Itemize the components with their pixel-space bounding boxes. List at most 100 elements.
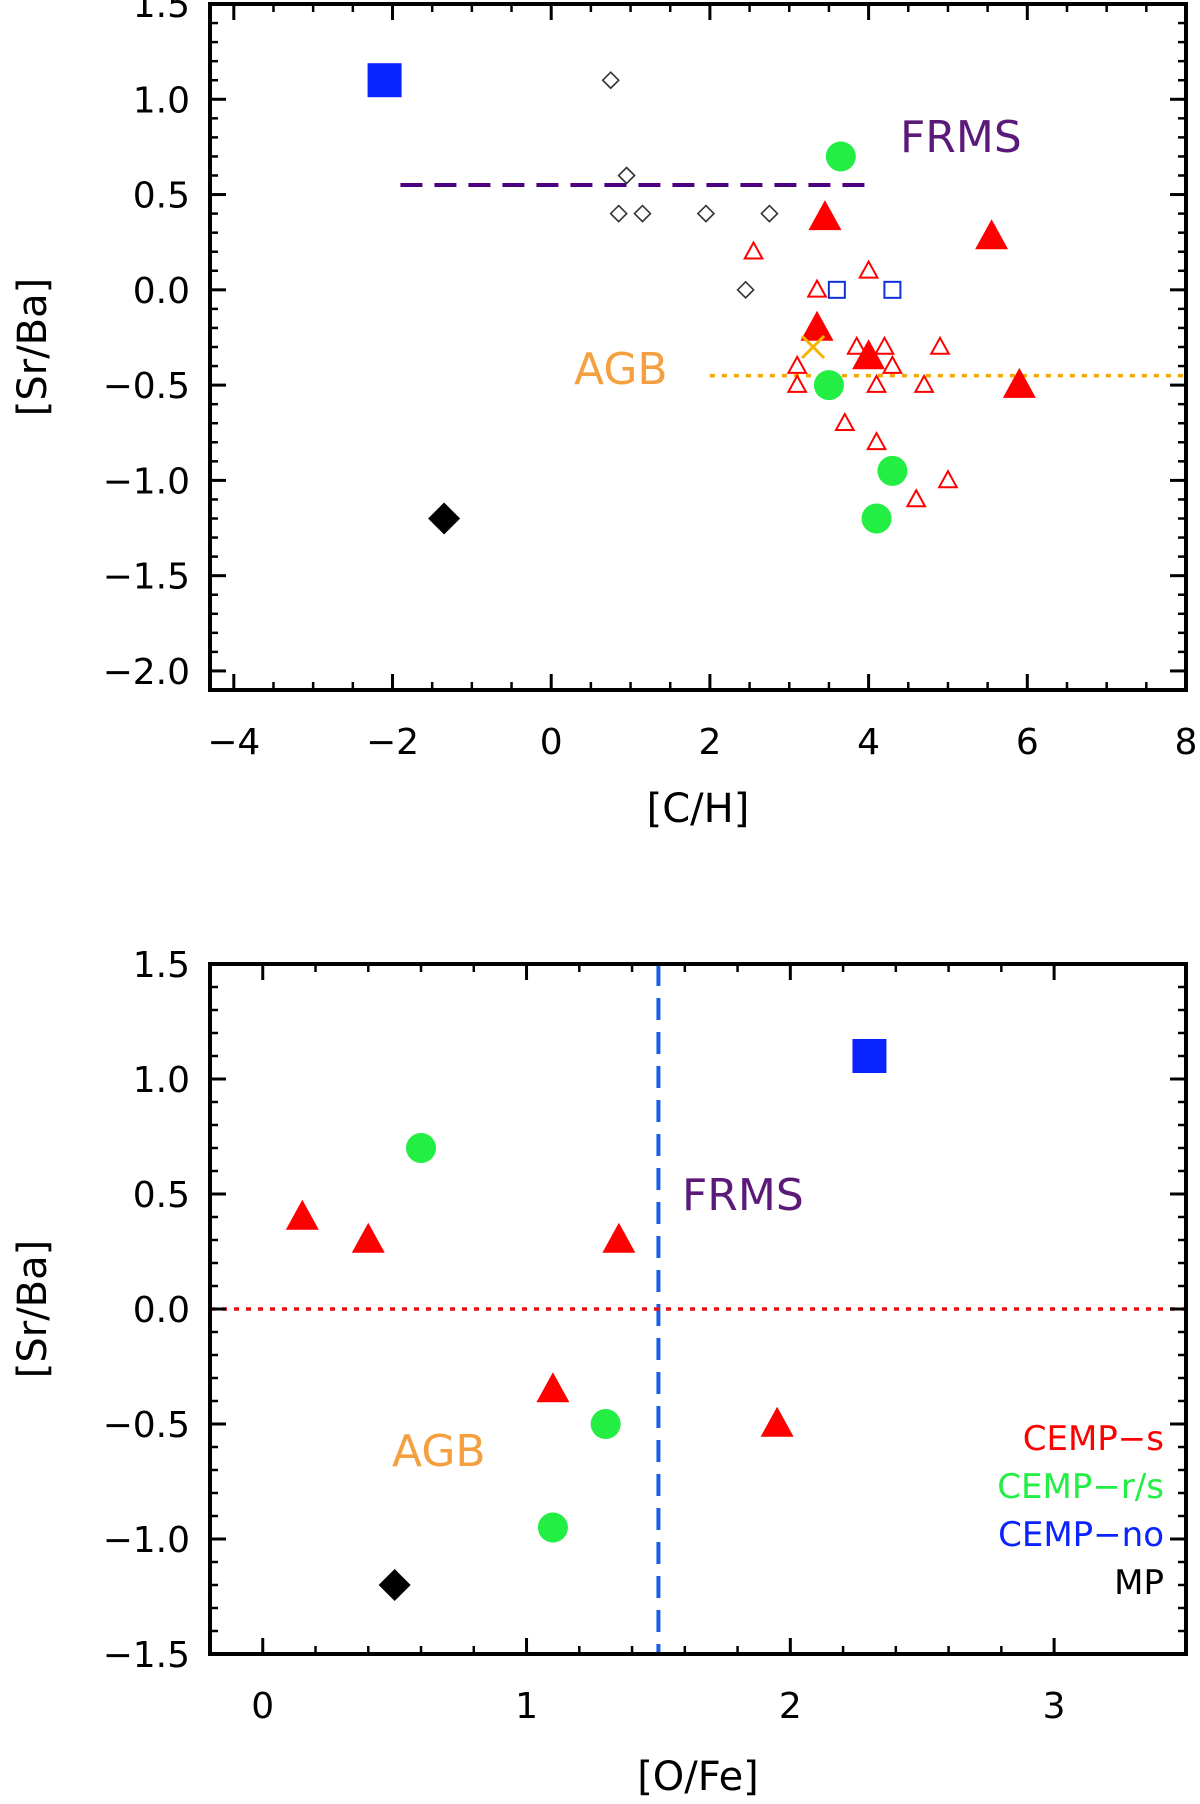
data-point	[877, 455, 908, 486]
data-point	[827, 280, 846, 299]
chart-panel-1: −4 −2 0 2 4 6 8 1.5 1.0 0.5 0.0 −0.5 −1.0 −1.5 −2.0 [C/…	[10, 0, 1197, 832]
data-point	[633, 204, 652, 223]
y-tick-label: −0.5	[103, 1405, 190, 1446]
legend: CEMP−s CEMP−r/s CEMP−no MP	[997, 1419, 1164, 1603]
data-point	[786, 373, 808, 393]
annotation-agb: AGB	[392, 1426, 486, 1477]
data-point	[406, 1133, 437, 1163]
data-point	[590, 1409, 621, 1439]
data-point	[834, 411, 856, 432]
data-point	[743, 240, 765, 260]
x-tick-label: 0	[251, 1686, 274, 1727]
data-point	[601, 71, 620, 90]
x-tick-label: 2	[698, 722, 721, 763]
y-tick-label: −1.5	[103, 557, 190, 598]
data-point	[536, 1372, 570, 1403]
x-tick-label: 0	[540, 722, 563, 763]
data-point	[937, 469, 959, 489]
legend-entry: CEMP−no	[998, 1515, 1164, 1555]
data-point	[696, 204, 716, 223]
y-tick-label: 0.0	[133, 1290, 190, 1331]
data-point	[808, 200, 842, 231]
y-tick-label: −1.0	[103, 461, 190, 502]
data-point	[852, 339, 886, 370]
series-cemp-no	[852, 1039, 887, 1073]
series-mp-literature-	[601, 71, 779, 299]
y-tick-label: −0.5	[103, 366, 190, 407]
series-other	[800, 334, 826, 360]
data-point	[975, 219, 1009, 250]
y-tick-label: 0.5	[133, 1175, 190, 1216]
y-tick-label: 0.0	[133, 271, 190, 312]
x-axis-title: [O/Fe]	[637, 1754, 759, 1800]
data-point	[858, 259, 880, 279]
data-point	[825, 141, 856, 172]
data-point	[861, 503, 892, 534]
data-point	[881, 354, 903, 374]
annotation-frms: FRMS	[682, 1170, 804, 1221]
y-tick-label: 1.5	[133, 945, 190, 986]
data-point	[873, 335, 895, 355]
data-point	[806, 278, 828, 298]
x-tick-label: 6	[1016, 722, 1039, 763]
data-point	[537, 1512, 568, 1543]
data-point	[800, 334, 826, 360]
x-tick-label: −4	[207, 722, 260, 763]
legend-entry: CEMP−r/s	[997, 1467, 1164, 1507]
chart-panel-2: 0 1 2 3 1.5 1.0 0.5 0.0 −0.5 −1.0 −1.5 [O/Fe] [Sr/Ba…	[10, 945, 1188, 1800]
legend-entry: CEMP−s	[1023, 1419, 1164, 1459]
y-tick-label: 0.5	[133, 176, 190, 217]
x-tick-label: 2	[779, 1686, 802, 1727]
series-cemp-no-literature-	[827, 280, 902, 299]
data-point	[428, 502, 461, 535]
x-tick-label: −2	[366, 722, 419, 763]
data-point	[1002, 367, 1036, 398]
y-tick-label: 1.5	[133, 0, 190, 26]
data-point	[913, 373, 935, 393]
data-point	[602, 1222, 636, 1253]
data-point	[813, 370, 844, 401]
series-mp	[378, 1569, 411, 1601]
legend-entry: MP	[1114, 1563, 1164, 1603]
series-cemp-s-literature-	[743, 240, 959, 508]
y-tick-label: −1.0	[103, 1520, 190, 1561]
x-tick-label: 1	[515, 1686, 538, 1727]
series-cemp-no	[367, 63, 402, 98]
data-point	[367, 63, 402, 98]
data-point	[609, 204, 628, 223]
annotation-frms: FRMS	[900, 112, 1022, 163]
data-point	[852, 1039, 887, 1073]
data-point	[760, 1406, 794, 1437]
annotation-agb: AGB	[574, 344, 668, 395]
data-point	[736, 280, 755, 299]
x-tick-label: 3	[1043, 1686, 1066, 1727]
series-cemp-s	[800, 200, 1036, 398]
data-point	[351, 1222, 385, 1253]
data-point	[883, 280, 902, 299]
series-cemp-r-s	[813, 141, 908, 534]
data-point	[786, 354, 808, 374]
x-tick-label: 8	[1175, 722, 1198, 763]
data-point	[929, 335, 951, 355]
data-point	[617, 166, 636, 185]
data-point	[846, 335, 868, 355]
y-axis-title: [Sr/Ba]	[10, 1240, 56, 1378]
data-point	[866, 431, 888, 451]
data-point	[905, 488, 927, 508]
data-point	[760, 204, 779, 223]
y-tick-label: −1.5	[103, 1635, 190, 1676]
y-tick-label: 1.0	[133, 80, 190, 121]
series-cemp-r-s	[406, 1133, 621, 1543]
series-cemp-s	[285, 1199, 794, 1437]
plot-frame	[208, 2, 1188, 692]
x-axis-title: [C/H]	[647, 786, 750, 832]
y-axis-title: [Sr/Ba]	[10, 278, 56, 416]
series-mp	[428, 502, 461, 535]
x-tick-label: 4	[857, 722, 880, 763]
data-point	[866, 373, 888, 393]
data-point	[378, 1569, 411, 1601]
data-point	[800, 310, 834, 341]
data-point	[285, 1199, 319, 1230]
y-tick-label: −2.0	[103, 652, 190, 693]
